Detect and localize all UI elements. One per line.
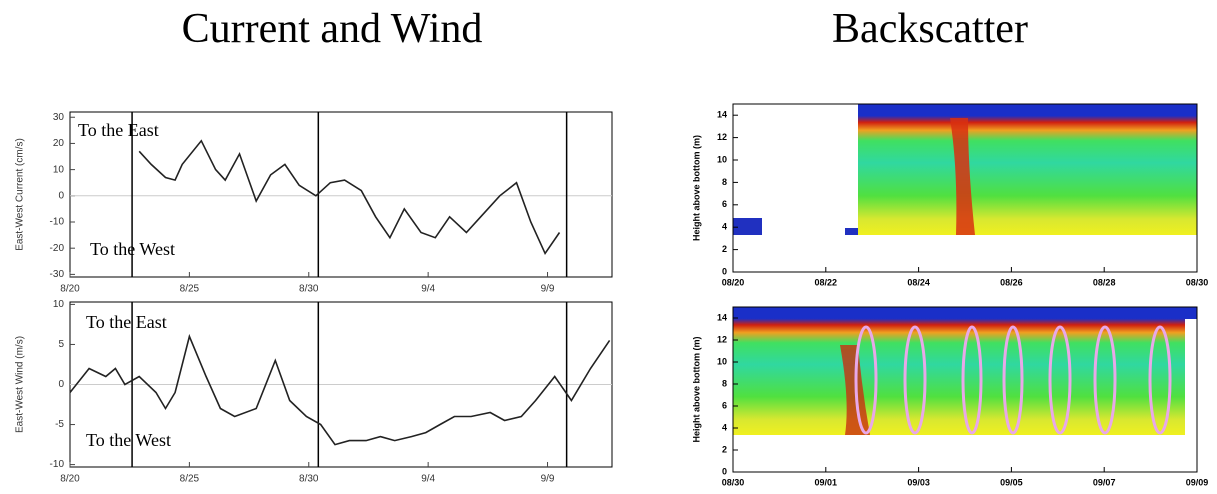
y-axis-label: Height above bottom (m) [691,135,701,241]
y-tick-label: 0 [722,266,727,276]
annotation: To the East [86,312,167,332]
x-tick-label: 8/20 [60,284,80,295]
y-tick-label: 6 [722,400,727,410]
x-tick-label: 08/28 [1093,277,1116,287]
x-tick-label: 09/03 [907,477,930,487]
y-tick-label: 0 [58,379,64,390]
annotation: To the East [78,120,159,140]
x-tick-label: 8/25 [180,474,200,485]
y-tick-label: 5 [58,339,64,350]
x-tick-label: 08/22 [815,277,838,287]
y-tick-label: 8 [722,378,727,388]
heading: Backscatter [832,6,1028,52]
y-tick-label: 12 [717,334,727,344]
y-tick-label: 4 [722,222,727,232]
y-tick-label: 4 [722,422,727,432]
plot-frame [732,306,1198,473]
backscatter-image [733,104,1197,435]
x-tick-label: 8/25 [180,284,200,295]
y-tick-label: -10 [50,217,65,228]
annotation: To the West [86,430,171,450]
x-tick-label: 8/30 [299,474,319,485]
y-tick-label: -5 [55,419,64,430]
y-tick-label: 20 [53,138,65,149]
y-tick-label: 0 [58,190,64,201]
y-tick-label: 8 [722,177,727,187]
y-tick-label: 10 [717,356,727,366]
y-tick-label: 14 [717,110,727,120]
x-tick-label: 08/30 [722,477,745,487]
y-tick-label: 10 [717,154,727,164]
y-tick-label: 2 [722,444,727,454]
y-tick-label: 12 [717,132,727,142]
x-tick-label: 08/30 [1186,277,1209,287]
y-tick-label: 14 [717,312,727,322]
x-tick-label: 09/01 [815,477,838,487]
x-tick-label: 9/4 [421,474,435,485]
y-tick-label: 30 [53,112,65,123]
x-tick-label: 8/30 [299,284,319,295]
heading: Current and Wind [182,6,483,52]
x-tick-label: 8/20 [60,474,80,485]
y-tick-label: 6 [722,199,727,209]
y-tick-label: 2 [722,244,727,254]
x-tick-label: 9/4 [421,284,435,295]
x-tick-label: 08/26 [1000,277,1023,287]
x-tick-label: 08/24 [907,277,930,287]
series-line [138,139,561,256]
plot-frame [69,111,613,278]
y-tick-label: -30 [50,269,65,280]
y-axis-label: East-West Current (cm/s) [15,138,26,251]
x-tick-label: 09/09 [1186,477,1209,487]
x-tick-label: 08/20 [722,277,745,287]
y-tick-label: -10 [50,459,65,470]
x-tick-label: 09/05 [1000,477,1023,487]
y-tick-label: -20 [50,243,65,254]
y-axis-label: East-West Wind (m/s) [15,336,26,433]
y-tick-label: 10 [53,299,65,310]
series-line [69,333,611,446]
x-tick-label: 9/9 [541,474,555,485]
y-tick-label: 0 [722,466,727,476]
x-tick-label: 9/9 [541,284,555,295]
plot-frame [732,103,1198,273]
y-axis-label: Height above bottom (m) [691,337,701,443]
y-tick-label: 10 [53,164,65,175]
x-tick-label: 09/07 [1093,477,1116,487]
